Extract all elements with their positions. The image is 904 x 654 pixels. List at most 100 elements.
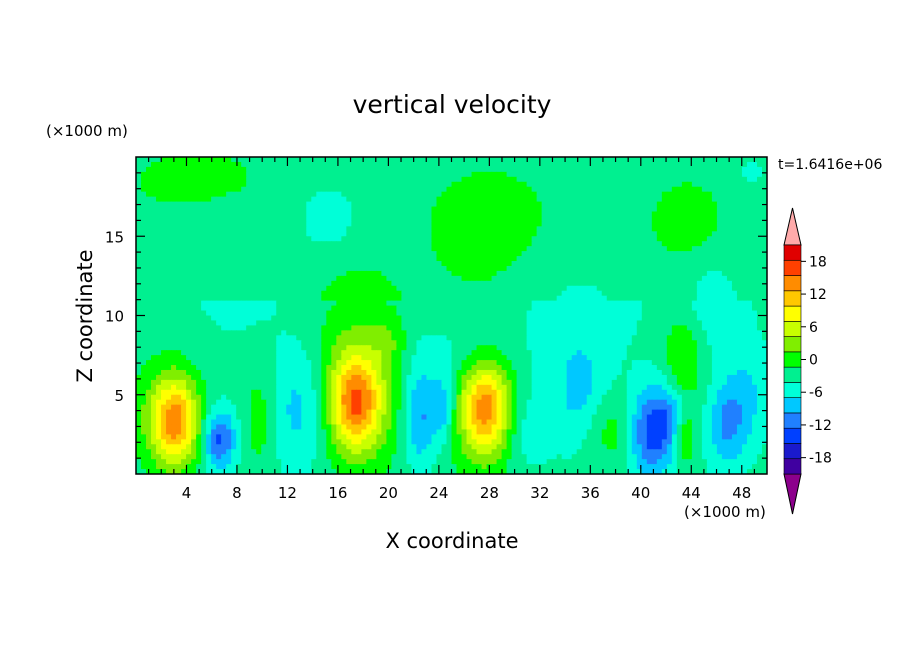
field-cell xyxy=(671,196,678,203)
field-cell xyxy=(506,157,513,163)
field-cell xyxy=(726,300,733,307)
field-cell xyxy=(551,241,558,247)
field-cell xyxy=(331,280,337,287)
field-cell xyxy=(201,157,207,163)
field-cell xyxy=(186,186,192,193)
field-cell xyxy=(156,216,162,222)
field-cell xyxy=(671,320,678,326)
field-cell xyxy=(731,265,738,272)
field-cell xyxy=(201,191,207,198)
field-cell xyxy=(401,261,408,267)
field-cell xyxy=(556,315,563,322)
field-cell xyxy=(741,305,748,312)
field-cell xyxy=(406,275,413,282)
field-cell xyxy=(151,325,157,331)
field-cell xyxy=(521,246,528,252)
field-cell xyxy=(426,325,433,331)
field-cell xyxy=(501,265,508,272)
field-cell xyxy=(431,285,438,292)
field-cell xyxy=(756,340,763,346)
field-cell xyxy=(351,330,357,336)
field-cell xyxy=(151,275,157,282)
field-cell xyxy=(566,226,573,232)
field-cell xyxy=(396,186,403,193)
field-cell xyxy=(581,310,588,317)
field-cell xyxy=(466,206,473,213)
field-cell xyxy=(686,265,693,272)
field-cell xyxy=(746,261,753,267)
field-cell xyxy=(491,166,498,173)
field-cell xyxy=(281,216,287,222)
field-cell xyxy=(696,305,703,312)
field-cell xyxy=(161,211,167,218)
field-cell xyxy=(231,231,237,237)
field-cell xyxy=(501,181,508,188)
field-cell xyxy=(746,221,753,227)
field-cell xyxy=(141,310,147,317)
field-cell xyxy=(611,340,618,346)
field-cell xyxy=(666,216,673,222)
field-cell xyxy=(701,256,708,262)
field-cell xyxy=(526,221,533,227)
field-cell xyxy=(371,335,377,341)
field-cell xyxy=(421,216,428,222)
field-cell xyxy=(576,325,583,331)
field-cell xyxy=(686,176,693,183)
field-cell xyxy=(686,241,693,247)
field-cell xyxy=(306,171,312,178)
field-cell xyxy=(751,186,758,193)
field-cell xyxy=(551,191,558,198)
field-cell xyxy=(236,176,242,183)
field-cell xyxy=(416,201,423,208)
field-cell xyxy=(641,241,648,247)
field-cell xyxy=(636,236,643,242)
field-cell xyxy=(451,315,458,322)
field-cell xyxy=(211,275,217,282)
field-cell xyxy=(406,350,413,356)
field-cell xyxy=(656,231,663,237)
field-cell xyxy=(491,191,498,198)
field-cell xyxy=(176,186,182,193)
field-cell xyxy=(151,206,157,213)
field-cell xyxy=(166,191,172,198)
field-cell xyxy=(206,201,212,208)
field-cell xyxy=(206,350,212,356)
field-cell xyxy=(336,206,342,213)
field-cell xyxy=(396,241,403,247)
field-cell xyxy=(601,335,608,341)
field-cell xyxy=(296,305,302,312)
field-cell xyxy=(696,171,703,178)
field-cell xyxy=(761,246,767,252)
field-cell xyxy=(551,157,558,163)
field-cell xyxy=(251,315,257,322)
field-cell xyxy=(526,350,533,356)
field-cell xyxy=(611,226,618,232)
field-cell xyxy=(741,251,748,257)
field-cell xyxy=(391,315,398,322)
field-cell xyxy=(641,290,648,297)
field-cell xyxy=(666,231,673,237)
field-cell xyxy=(566,295,573,302)
field-cell xyxy=(171,310,177,317)
field-cell xyxy=(311,191,317,198)
field-cell xyxy=(461,206,468,213)
field-cell xyxy=(176,176,182,183)
field-cell xyxy=(331,315,337,322)
field-cell xyxy=(616,261,623,267)
field-cell xyxy=(471,265,478,272)
field-cell xyxy=(256,330,262,336)
field-cell xyxy=(201,350,207,356)
field-cell xyxy=(386,181,393,188)
field-cell xyxy=(486,216,493,222)
field-cell xyxy=(641,325,648,331)
field-cell xyxy=(356,246,362,252)
field-cell xyxy=(636,246,643,252)
field-cell xyxy=(666,270,673,277)
field-cell xyxy=(286,340,292,346)
field-cell xyxy=(301,310,307,317)
field-cell xyxy=(511,310,518,317)
field-cell xyxy=(311,290,317,297)
field-cell xyxy=(516,166,523,173)
field-cell xyxy=(421,171,428,178)
field-cell xyxy=(211,285,217,292)
